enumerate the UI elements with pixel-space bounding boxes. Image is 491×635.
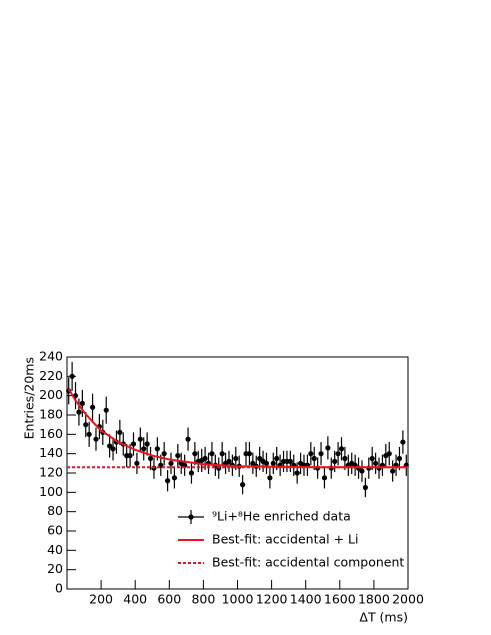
legend-label: Best-fit: accidental + Li xyxy=(212,532,358,547)
y-tick-label: 20 xyxy=(47,561,63,576)
data-point xyxy=(83,422,89,428)
data-point xyxy=(107,443,113,449)
data-point xyxy=(390,468,396,474)
y-tick-label: 160 xyxy=(39,426,63,441)
data-point xyxy=(321,475,328,481)
data-point xyxy=(130,441,137,447)
data-point xyxy=(240,482,246,488)
legend-label: ⁹Li+⁸He enriched data xyxy=(212,509,351,524)
data-point xyxy=(274,455,280,462)
data-point xyxy=(192,451,198,457)
data-point xyxy=(86,431,92,437)
x-tick-label: 1200 xyxy=(256,592,288,607)
data-point xyxy=(308,451,314,457)
data-point xyxy=(202,455,208,462)
data-point xyxy=(168,460,174,466)
data-point xyxy=(342,455,348,462)
data-point xyxy=(154,446,160,452)
data-point xyxy=(175,453,181,459)
data-point xyxy=(76,409,82,415)
data-point xyxy=(287,458,293,464)
y-tick-label: 100 xyxy=(39,484,63,499)
data-point xyxy=(219,451,225,457)
y-tick-label: 180 xyxy=(39,407,63,422)
data-point xyxy=(144,441,150,447)
data-point xyxy=(400,439,406,445)
data-point xyxy=(127,453,133,459)
data-point xyxy=(362,484,368,491)
data-point xyxy=(335,451,341,457)
legend-marker xyxy=(188,514,194,520)
x-tick-label: 800 xyxy=(191,592,215,607)
data-point xyxy=(318,451,324,457)
x-tick-label: 1600 xyxy=(324,592,356,607)
data-point xyxy=(89,404,96,410)
data-point xyxy=(161,451,167,457)
data-point xyxy=(396,455,403,462)
x-tick-label: 600 xyxy=(157,592,181,607)
data-point xyxy=(369,455,375,462)
data-point xyxy=(93,436,99,442)
data-point xyxy=(141,446,147,452)
data-point xyxy=(311,455,317,462)
data-point xyxy=(325,445,331,451)
legend-label: Best-fit: accidental component xyxy=(212,555,404,570)
data-point xyxy=(117,429,123,435)
data-point xyxy=(164,478,171,484)
y-tick-label: 0 xyxy=(55,581,63,596)
data-point xyxy=(79,400,85,406)
x-tick-label: 1000 xyxy=(222,592,254,607)
data-point xyxy=(147,455,154,462)
data-point xyxy=(386,451,392,457)
y-axis-label: Entries/20ms xyxy=(22,357,37,439)
data-point xyxy=(332,458,338,464)
y-tick-label: 140 xyxy=(39,445,63,460)
data-point xyxy=(137,436,143,442)
y-tick-label: 40 xyxy=(47,542,63,557)
y-tick-label: 80 xyxy=(47,503,63,518)
x-tick-label: 400 xyxy=(123,592,147,607)
data-point xyxy=(270,460,276,466)
data-point xyxy=(267,475,273,481)
data-point xyxy=(209,451,215,457)
data-point xyxy=(257,455,263,462)
x-tick-label: 1400 xyxy=(290,592,322,607)
data-point xyxy=(359,468,365,474)
y-tick-label: 120 xyxy=(39,465,63,480)
data-point xyxy=(338,446,345,452)
data-point xyxy=(246,451,253,457)
data-point xyxy=(134,460,140,466)
y-tick-label: 240 xyxy=(39,349,63,364)
data-point xyxy=(294,470,300,476)
data-point xyxy=(250,460,256,466)
data-point xyxy=(188,470,195,476)
data-point xyxy=(233,455,239,462)
data-point xyxy=(373,460,379,466)
x-tick-label: 200 xyxy=(89,592,113,607)
y-tick-label: 60 xyxy=(47,523,63,538)
y-tick-label: 220 xyxy=(39,368,63,383)
data-point xyxy=(185,436,191,442)
x-axis-label: ΔT (ms) xyxy=(359,610,408,625)
x-tick-label: 1800 xyxy=(358,592,390,607)
data-point xyxy=(263,460,270,466)
y-tick-label: 200 xyxy=(39,387,63,402)
data-point xyxy=(103,407,109,413)
data-point xyxy=(110,446,116,452)
x-tick-label: 2000 xyxy=(392,592,424,607)
data-point xyxy=(226,458,232,464)
data-point xyxy=(171,475,178,481)
data-point xyxy=(69,373,75,379)
